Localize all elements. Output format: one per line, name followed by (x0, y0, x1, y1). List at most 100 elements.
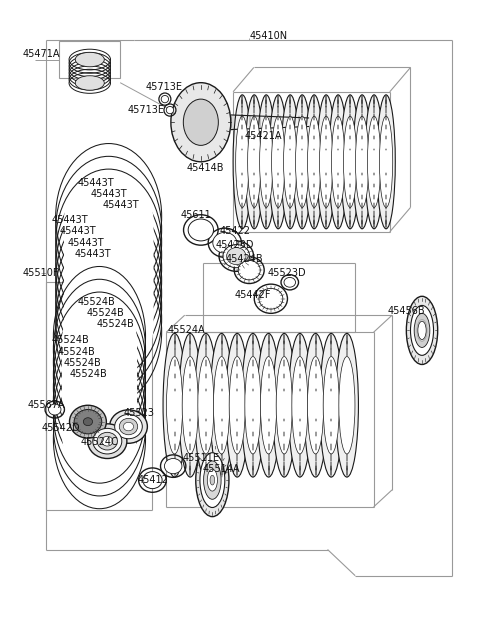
Ellipse shape (336, 333, 359, 477)
Text: 45443T: 45443T (67, 238, 104, 248)
Ellipse shape (229, 356, 245, 454)
Ellipse shape (418, 321, 426, 340)
Text: 45567A: 45567A (27, 400, 65, 410)
Text: 45523: 45523 (124, 408, 155, 418)
Text: 45514A: 45514A (202, 464, 240, 474)
Ellipse shape (213, 233, 237, 253)
Ellipse shape (260, 116, 273, 207)
Text: 45510F: 45510F (23, 268, 59, 278)
Text: 45456B: 45456B (387, 306, 425, 316)
Ellipse shape (284, 116, 297, 207)
Ellipse shape (317, 95, 336, 229)
Ellipse shape (305, 95, 324, 229)
Ellipse shape (64, 184, 154, 287)
Ellipse shape (64, 274, 154, 377)
Ellipse shape (64, 261, 154, 363)
Ellipse shape (167, 356, 182, 454)
Ellipse shape (143, 472, 162, 489)
Ellipse shape (241, 333, 264, 477)
Ellipse shape (194, 333, 217, 477)
Text: 45471A: 45471A (23, 49, 60, 59)
Ellipse shape (332, 116, 345, 207)
Ellipse shape (119, 418, 138, 435)
Ellipse shape (308, 356, 324, 454)
Ellipse shape (248, 116, 261, 207)
Ellipse shape (74, 410, 102, 434)
Text: 45542D: 45542D (42, 423, 81, 433)
Ellipse shape (61, 307, 137, 404)
Text: 45443T: 45443T (51, 215, 88, 224)
Ellipse shape (210, 333, 233, 477)
Ellipse shape (93, 429, 122, 454)
Ellipse shape (353, 95, 372, 229)
Ellipse shape (163, 333, 186, 477)
Ellipse shape (236, 116, 249, 207)
Text: 45443T: 45443T (90, 189, 127, 199)
Ellipse shape (64, 197, 154, 300)
Text: 45442F: 45442F (234, 290, 271, 300)
Ellipse shape (198, 356, 214, 454)
Ellipse shape (64, 223, 154, 325)
Text: 45713E: 45713E (127, 105, 164, 115)
Text: 45611: 45611 (180, 210, 211, 220)
Ellipse shape (182, 356, 198, 454)
Ellipse shape (61, 345, 137, 443)
Ellipse shape (123, 422, 133, 431)
Ellipse shape (109, 410, 147, 443)
Ellipse shape (61, 294, 137, 392)
Ellipse shape (214, 356, 229, 454)
Ellipse shape (88, 424, 127, 458)
Ellipse shape (165, 458, 182, 474)
Ellipse shape (261, 356, 276, 454)
Ellipse shape (115, 415, 142, 439)
Text: 45524B: 45524B (51, 335, 89, 345)
Ellipse shape (407, 296, 438, 365)
Text: 45524B: 45524B (64, 358, 102, 368)
Ellipse shape (183, 99, 218, 145)
Ellipse shape (179, 333, 202, 477)
Ellipse shape (284, 278, 296, 287)
Ellipse shape (304, 333, 327, 477)
Ellipse shape (61, 358, 137, 456)
Ellipse shape (200, 453, 225, 507)
Ellipse shape (196, 444, 229, 517)
Text: 45524A: 45524A (167, 325, 205, 335)
Ellipse shape (323, 356, 339, 454)
Ellipse shape (238, 261, 260, 280)
Ellipse shape (61, 332, 137, 430)
Text: 45421A: 45421A (245, 131, 282, 141)
Text: 45524C: 45524C (81, 437, 119, 448)
Ellipse shape (292, 356, 308, 454)
Ellipse shape (61, 320, 137, 417)
Ellipse shape (257, 95, 276, 229)
Ellipse shape (245, 95, 264, 229)
Ellipse shape (293, 95, 312, 229)
Bar (60, 41, 120, 78)
Ellipse shape (227, 248, 246, 264)
Text: 45410N: 45410N (249, 31, 288, 41)
Ellipse shape (204, 461, 221, 500)
Ellipse shape (226, 333, 249, 477)
Text: 45443T: 45443T (75, 249, 112, 259)
Text: 45424B: 45424B (225, 254, 263, 264)
Ellipse shape (223, 245, 250, 268)
Ellipse shape (61, 384, 137, 481)
Text: 45422: 45422 (219, 226, 250, 236)
Text: 45414B: 45414B (187, 163, 225, 173)
Ellipse shape (329, 95, 348, 229)
Ellipse shape (70, 405, 107, 438)
Ellipse shape (64, 172, 154, 274)
Text: 45511E: 45511E (182, 453, 219, 463)
Text: 45524B: 45524B (78, 297, 116, 307)
Ellipse shape (344, 116, 357, 207)
Ellipse shape (272, 116, 285, 207)
Ellipse shape (64, 236, 154, 338)
Ellipse shape (166, 107, 174, 113)
Text: 45423D: 45423D (216, 240, 254, 250)
Ellipse shape (64, 210, 154, 313)
Ellipse shape (207, 469, 217, 491)
Ellipse shape (75, 52, 104, 67)
Ellipse shape (356, 116, 369, 207)
Ellipse shape (61, 370, 137, 469)
Ellipse shape (75, 75, 104, 90)
